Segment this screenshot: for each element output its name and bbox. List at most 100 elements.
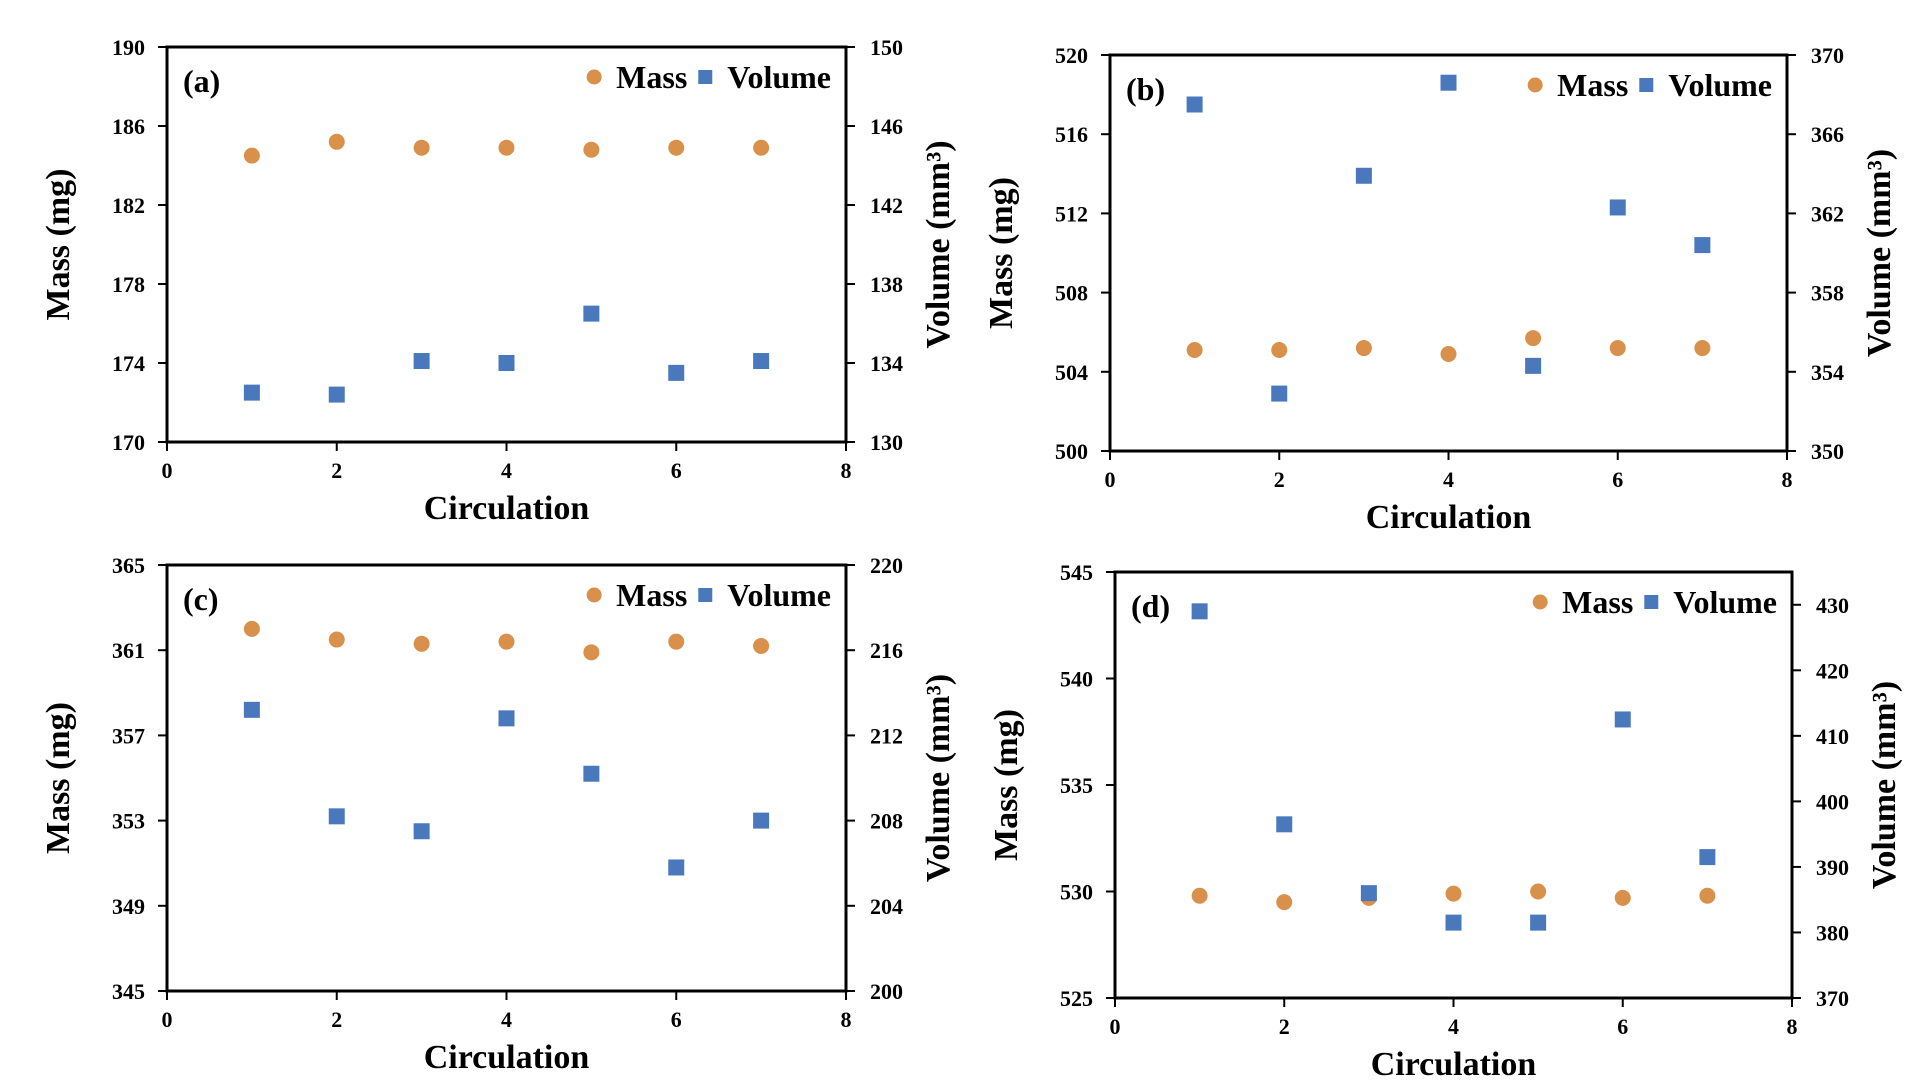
x-axis-title: Circulation: [1371, 1046, 1537, 1083]
legend-label-mass: Mass: [616, 577, 687, 613]
y2-tick-label: 370: [1816, 986, 1849, 1011]
y2-tick-label: 420: [1816, 658, 1849, 683]
y2-axis-title: Volume (mm³): [920, 140, 957, 348]
y-tick-label: 512: [1055, 201, 1088, 226]
y-axis-title: Mass (mg): [988, 709, 1025, 861]
volume-point: [413, 353, 430, 370]
mass-point: [243, 620, 260, 637]
volume-point: [243, 384, 260, 401]
x-tick-label: 0: [162, 1007, 173, 1032]
volume-point: [753, 353, 770, 370]
y-tick-label: 500: [1055, 439, 1088, 464]
y-axis-title: Mass (mg): [40, 168, 77, 320]
x-tick-label: 6: [1612, 467, 1623, 492]
mass-point: [1614, 889, 1631, 906]
mass-point: [328, 133, 345, 150]
mass-point: [583, 141, 600, 158]
legend-square-icon: [1639, 78, 1654, 92]
y-tick-label: 545: [1060, 560, 1093, 585]
volume-point: [1355, 167, 1372, 184]
x-tick-label: 2: [1274, 467, 1285, 492]
x-axis-title: Circulation: [1366, 499, 1532, 536]
legend-square-icon: [698, 70, 713, 84]
y-tick-label: 525: [1060, 986, 1093, 1011]
volume-point: [1186, 96, 1203, 113]
mass-point: [753, 139, 770, 156]
y2-tick-label: 366: [1811, 122, 1844, 147]
volume-point: [753, 812, 770, 829]
y2-axis-title: Volume (mm³): [920, 674, 957, 882]
y2-tick-label: 138: [870, 272, 903, 297]
legend-label-mass: Mass: [1557, 67, 1628, 103]
volume-point: [243, 701, 260, 718]
y2-tick-label: 362: [1811, 201, 1844, 226]
y2-tick-label: 130: [870, 430, 903, 455]
mass-point: [1191, 887, 1208, 904]
legend-label-volume: Volume: [1673, 584, 1777, 620]
mass-point: [1276, 894, 1293, 911]
mass-point: [1271, 342, 1288, 359]
legend-label-volume: Volume: [727, 577, 831, 613]
plot-frame: [1113, 570, 1794, 1000]
y2-tick-label: 212: [870, 723, 903, 748]
y2-tick-label: 380: [1816, 920, 1849, 945]
mass-point: [1699, 887, 1716, 904]
mass-point: [328, 631, 345, 648]
x-tick-label: 4: [501, 458, 512, 483]
legend-circle-icon: [586, 69, 602, 85]
legend-label-mass: Mass: [616, 59, 687, 95]
volume-point: [668, 364, 685, 381]
y2-tick-label: 134: [870, 351, 903, 376]
y2-tick-label: 354: [1811, 360, 1844, 385]
plot-frame: [165, 45, 848, 444]
volume-point: [413, 823, 430, 840]
volume-point: [1276, 816, 1293, 833]
mass-point: [1186, 342, 1203, 359]
y-tick-label: 353: [112, 809, 145, 834]
panel-label: (d): [1131, 588, 1170, 624]
mass-point: [498, 633, 515, 650]
y2-tick-label: 410: [1816, 724, 1849, 749]
volume-point: [498, 710, 515, 727]
mass-point: [413, 139, 430, 156]
volume-point: [1191, 603, 1208, 620]
y-tick-label: 361: [112, 638, 145, 663]
mass-point: [668, 633, 685, 650]
y2-tick-label: 350: [1811, 439, 1844, 464]
chart-panel-b: 0 2 4 6 8 500 504 508 512 516 520 350 354 358 362 366 37…: [983, 43, 1898, 536]
mass-point: [1525, 330, 1542, 347]
y-tick-label: 174: [112, 351, 145, 376]
y-tick-label: 190: [112, 35, 145, 60]
volume-point: [1525, 357, 1542, 374]
volume-point: [1440, 74, 1457, 91]
volume-point: [1614, 711, 1631, 728]
y2-tick-label: 370: [1811, 43, 1844, 68]
volume-point: [1360, 885, 1377, 902]
y2-tick-label: 390: [1816, 855, 1849, 880]
x-tick-label: 6: [1617, 1014, 1628, 1039]
x-tick-label: 6: [671, 458, 682, 483]
panel-label: (b): [1126, 71, 1165, 107]
mass-point: [753, 637, 770, 654]
x-tick-label: 2: [1279, 1014, 1290, 1039]
volume-point: [668, 859, 685, 876]
y-axis-title: Mass (mg): [40, 702, 77, 854]
y2-axis-title: Volume (mm³): [1866, 681, 1903, 889]
volume-point: [1699, 849, 1716, 866]
legend-label-mass: Mass: [1562, 584, 1633, 620]
y-tick-label: 540: [1060, 667, 1093, 692]
legend-circle-icon: [1532, 594, 1548, 610]
mass-point: [1440, 345, 1457, 362]
x-tick-label: 2: [331, 1007, 342, 1032]
y-tick-label: 186: [112, 114, 145, 139]
x-tick-label: 8: [1787, 1014, 1798, 1039]
mass-point: [668, 139, 685, 156]
y-tick-label: 357: [112, 723, 145, 748]
x-tick-label: 4: [1443, 467, 1454, 492]
y-tick-label: 516: [1055, 122, 1088, 147]
mass-point: [1694, 340, 1711, 357]
volume-point: [1445, 914, 1462, 931]
y-tick-label: 508: [1055, 281, 1088, 306]
x-tick-label: 4: [1448, 1014, 1459, 1039]
panel-label: (c): [183, 581, 219, 617]
